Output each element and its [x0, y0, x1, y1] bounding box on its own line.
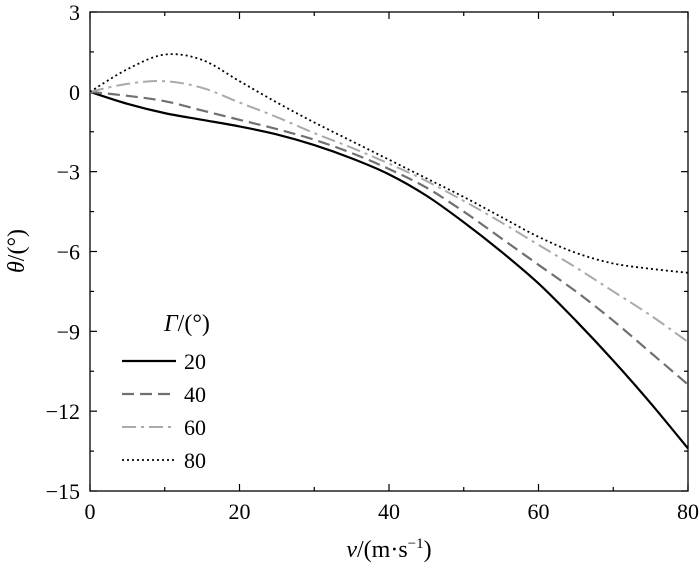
- y-tick-label: −6: [57, 240, 80, 265]
- series-line-80: [89, 53, 689, 274]
- x-tick-labels: 0 20 40 60 80: [85, 499, 700, 524]
- y-tick-label: −3: [57, 160, 80, 185]
- series-line-60: [89, 80, 689, 343]
- x-tick-label: 20: [229, 499, 251, 524]
- y-axis-unit: /(°): [4, 229, 30, 261]
- y-axis-symbol: θ: [4, 261, 30, 273]
- x-axis-unit-exponent: −1: [408, 536, 424, 552]
- legend-label-60: 60: [184, 415, 206, 440]
- series-line-40: [89, 90, 689, 386]
- legend-title: Γ/(°): [163, 311, 210, 337]
- y-tick-label: −15: [46, 479, 80, 504]
- x-tick-label: 0: [85, 499, 96, 524]
- series-lines: [89, 53, 689, 450]
- legend-title-unit: /(°): [178, 311, 210, 337]
- y-tick-label: −9: [57, 319, 80, 344]
- series-line-20: [89, 90, 689, 450]
- plot-frame: [89, 11, 689, 492]
- legend-label-20: 20: [184, 349, 206, 374]
- y-tick-label: −12: [46, 399, 80, 424]
- x-axis-unit-close: ): [424, 537, 432, 563]
- axis-ticks: [89, 11, 689, 492]
- x-axis-title: v/(m·s−1): [346, 536, 431, 563]
- legend-title-symbol: Γ: [163, 311, 179, 337]
- x-axis-symbol: v: [346, 537, 357, 563]
- x-tick-label: 80: [677, 499, 699, 524]
- y-tick-labels: 3 0 −3 −6 −9 −12 −15: [46, 0, 80, 504]
- y-tick-label: 0: [69, 80, 80, 105]
- legend-label-40: 40: [184, 382, 206, 407]
- legend: Γ/(°) 20 40 60 80: [122, 311, 210, 473]
- y-axis-title: θ/(°): [4, 229, 30, 273]
- legend-label-80: 80: [184, 448, 206, 473]
- x-tick-label: 40: [378, 499, 400, 524]
- y-tick-label: 3: [69, 0, 80, 25]
- x-tick-label: 60: [528, 499, 550, 524]
- legend-items: 20 40 60 80: [122, 349, 206, 473]
- x-axis-unit: /(m·s: [357, 537, 408, 563]
